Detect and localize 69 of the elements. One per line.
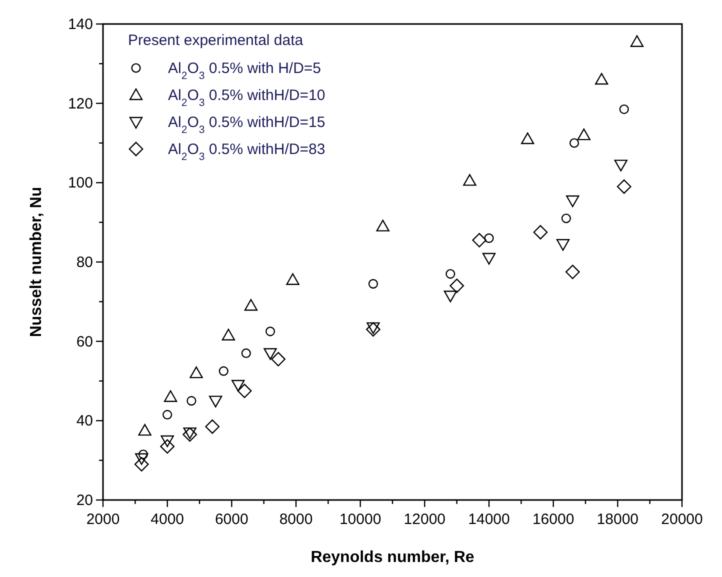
point	[160, 439, 175, 454]
legend-label: Al$_{2}$O$_{3}$ 0.5% withH/D=83	[168, 141, 326, 163]
point	[376, 220, 390, 232]
y-tick-label: 20	[76, 492, 93, 509]
point	[521, 132, 534, 144]
y-tick-label: 60	[76, 333, 93, 350]
point	[232, 380, 245, 392]
point	[368, 279, 378, 289]
y-axis-title: Nusselt number, Nu	[28, 186, 45, 338]
point	[446, 269, 456, 279]
point	[222, 328, 236, 340]
x-tick-label: 20000	[661, 511, 703, 528]
x-axis-title: Reynolds number, Re	[310, 549, 474, 566]
point	[556, 239, 570, 251]
point	[164, 390, 178, 402]
point	[630, 35, 644, 47]
point	[450, 278, 464, 293]
point	[264, 348, 277, 360]
y-tick-label: 100	[68, 174, 93, 192]
y-tick-label: 80	[76, 254, 93, 271]
point	[205, 419, 220, 434]
legend-label: Al$_{2}$O$_{3}$ 0.5% withH/D=15	[168, 114, 326, 136]
point	[271, 352, 286, 366]
legend-title: Present experimental data	[128, 32, 304, 49]
y-tick-label: 140	[68, 16, 93, 33]
point	[138, 424, 152, 436]
point	[472, 232, 487, 248]
x-tick-label: 12000	[404, 511, 446, 528]
point	[577, 128, 590, 140]
point	[218, 366, 228, 376]
point	[241, 348, 251, 358]
point	[286, 273, 300, 285]
point	[186, 396, 196, 406]
point	[565, 264, 580, 280]
point	[208, 396, 222, 408]
x-tick-label: 10000	[339, 511, 382, 528]
point	[619, 104, 629, 114]
point	[569, 138, 580, 148]
point	[160, 435, 174, 448]
point	[444, 290, 457, 302]
x-tick-label: 14000	[468, 511, 510, 528]
point	[244, 299, 258, 311]
legend-label: Al$_{2}$O$_{3}$ 0.5% withH/D=10	[168, 87, 326, 109]
point	[566, 195, 580, 208]
point	[533, 225, 548, 240]
point	[561, 214, 571, 224]
point	[484, 233, 494, 243]
x-tick-label: 8000	[279, 511, 313, 528]
x-tick-label: 4000	[150, 511, 184, 528]
point	[190, 366, 203, 378]
legend-label: Al$_{2}$O$_{3}$ 0.5% with H/D=5	[168, 60, 322, 82]
y-tick-label: 120	[68, 95, 93, 112]
point	[616, 179, 632, 194]
point	[265, 326, 276, 336]
point	[482, 252, 496, 265]
point	[366, 322, 380, 337]
point	[162, 410, 172, 420]
x-tick-label: 6000	[214, 511, 248, 528]
y-tick-label: 40	[76, 412, 93, 430]
point	[594, 72, 608, 85]
x-tick-label: 18000	[596, 511, 639, 528]
x-tick-label: 16000	[532, 511, 574, 528]
point	[463, 174, 476, 186]
point	[134, 457, 149, 472]
point	[135, 453, 148, 465]
point	[366, 322, 380, 334]
x-tick-label: 2000	[86, 511, 120, 528]
point	[237, 384, 252, 398]
point	[614, 160, 628, 172]
